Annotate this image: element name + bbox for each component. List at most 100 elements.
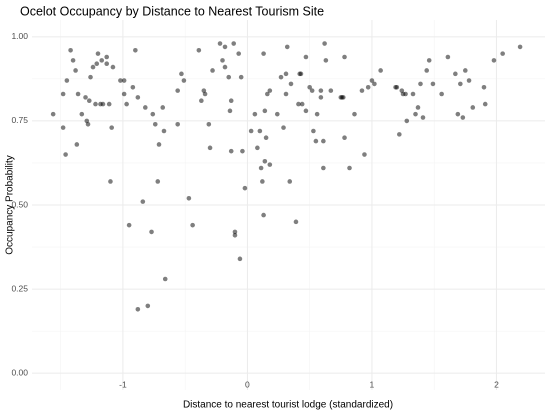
point: [99, 58, 105, 63]
point: [104, 61, 110, 67]
point: [190, 222, 195, 228]
point: [321, 165, 326, 171]
point: [155, 179, 161, 184]
y-tick-label: 0.75: [11, 115, 28, 125]
point: [68, 47, 73, 53]
point: [323, 58, 329, 63]
point: [108, 179, 113, 184]
point: [283, 71, 289, 77]
point: [240, 148, 245, 154]
point: [121, 78, 127, 83]
point: [181, 78, 187, 83]
y-tick-label: 0.00: [11, 367, 28, 377]
point: [149, 229, 154, 235]
point: [50, 111, 56, 117]
point: [228, 98, 234, 104]
point: [309, 88, 315, 93]
point: [162, 276, 168, 282]
point: [321, 138, 326, 144]
point: [130, 84, 136, 90]
point: [453, 71, 458, 77]
point: [314, 111, 320, 117]
point: [260, 179, 265, 184]
point: [152, 121, 158, 127]
point: [236, 51, 241, 56]
point: [175, 88, 180, 93]
point: [242, 185, 248, 191]
point: [160, 105, 166, 110]
point: [466, 78, 472, 83]
point: [104, 54, 110, 60]
point: [255, 145, 260, 151]
point: [352, 111, 357, 117]
point: [265, 91, 270, 97]
point: [79, 111, 85, 117]
point: [415, 105, 421, 110]
point: [410, 91, 416, 97]
point: [258, 165, 264, 171]
point: [100, 101, 106, 107]
point: [135, 306, 141, 312]
point: [210, 68, 215, 73]
point: [106, 101, 112, 107]
point: [126, 222, 132, 228]
point: [60, 91, 66, 97]
point: [455, 111, 461, 117]
point: [133, 47, 138, 53]
point: [262, 158, 268, 164]
point: [517, 44, 523, 50]
y-tick-label: 0.50: [11, 199, 28, 209]
point: [231, 41, 237, 46]
point: [145, 303, 151, 309]
point: [274, 111, 280, 117]
point: [342, 135, 347, 141]
point: [359, 88, 365, 93]
point: [372, 81, 377, 87]
point: [95, 51, 101, 56]
point: [179, 71, 184, 77]
point: [237, 256, 243, 262]
point: [90, 64, 96, 70]
point: [418, 81, 423, 87]
point: [94, 61, 100, 67]
point: [298, 71, 304, 77]
point: [75, 91, 81, 97]
chart-title: Ocelot Occupancy by Distance to Nearest …: [20, 4, 324, 18]
point: [262, 108, 268, 114]
point: [263, 135, 269, 141]
point: [70, 58, 76, 63]
point: [206, 121, 212, 127]
point: [150, 111, 156, 117]
point: [296, 101, 301, 107]
point: [445, 54, 451, 60]
point: [318, 95, 324, 100]
point: [284, 44, 290, 50]
point: [342, 54, 347, 60]
point: [186, 195, 192, 201]
point: [83, 95, 88, 100]
point: [394, 84, 400, 90]
point: [378, 68, 383, 73]
point: [199, 98, 204, 104]
point: [222, 44, 228, 50]
x-tick-label: -1: [119, 379, 127, 389]
point: [261, 51, 266, 56]
point: [293, 219, 299, 225]
point: [365, 84, 371, 90]
point: [439, 91, 444, 97]
point: [362, 152, 367, 157]
point: [482, 101, 488, 107]
point: [252, 111, 258, 117]
y-axis-label: Occupancy Probability: [5, 155, 16, 255]
point: [322, 41, 327, 46]
point: [420, 115, 426, 120]
point: [222, 64, 228, 70]
point: [491, 58, 497, 63]
point: [196, 47, 202, 53]
point: [110, 64, 116, 70]
point: [458, 81, 463, 87]
point: [470, 105, 476, 110]
point: [430, 81, 436, 87]
point: [313, 138, 319, 144]
point: [228, 148, 234, 154]
